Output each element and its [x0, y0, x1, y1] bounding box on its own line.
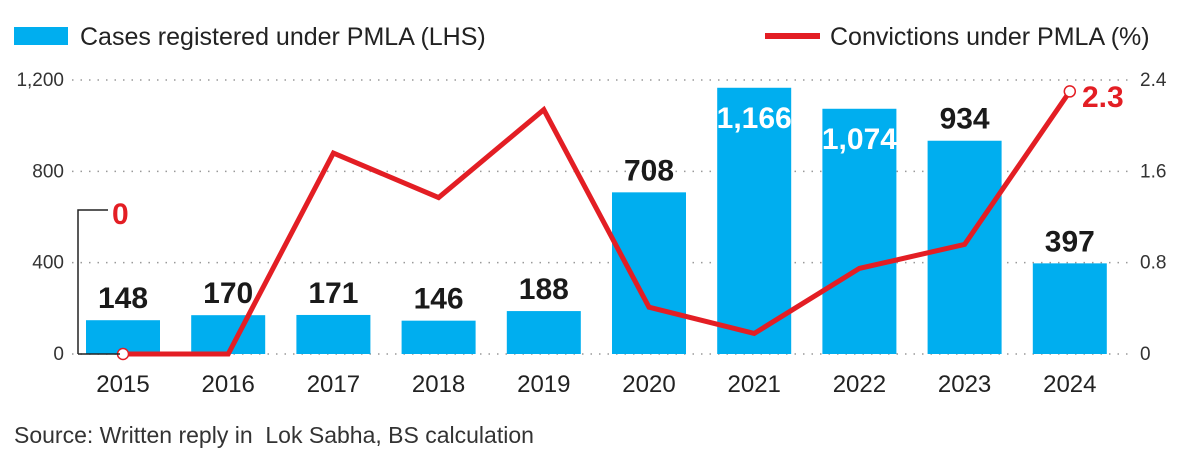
convictions-line [123, 90, 1072, 357]
labels: 148 2015 170 2016 171 2017 146 2018 188 2019 708 20… [77, 81, 1124, 398]
bar-value-label: 1,074 [822, 123, 897, 156]
bar-2020 [612, 192, 686, 354]
x-axis-tick: 2020 [622, 371, 675, 398]
left-axis-tick: 800 [32, 161, 64, 182]
x-axis-tick: 2015 [96, 371, 149, 398]
bar-2022 [822, 108, 897, 355]
left-axis-tick: 400 [32, 253, 64, 274]
x-axis-tick: 2016 [202, 371, 255, 398]
line-annotation-2024: 2.3 [1082, 81, 1124, 114]
line-annotation-2015: 0 [112, 198, 129, 231]
legend-label-cases: Cases registered under PMLA (LHS) [80, 23, 486, 51]
bar-value-label: 934 [940, 103, 990, 136]
annotation-bracket [77, 209, 108, 354]
left-axis-tick: 1,200 [16, 70, 64, 91]
bar-value-label: 148 [98, 282, 148, 315]
bar-2018 [401, 320, 476, 354]
x-axis-tick: 2019 [517, 371, 570, 398]
convictions-line-group [116, 85, 1077, 361]
x-axis-tick: 2022 [833, 371, 886, 398]
bar-2017 [296, 314, 371, 354]
legend-swatch-cases [14, 27, 68, 45]
bars [86, 87, 1107, 355]
x-axis-tick: 2023 [938, 371, 991, 398]
left-axis-tick: 0 [53, 344, 64, 365]
bar-2023 [927, 140, 1002, 354]
bar-2016 [191, 315, 266, 354]
bar-2019 [506, 311, 581, 354]
bar-value-label: 397 [1045, 225, 1095, 258]
line-point-2024 [1063, 85, 1077, 98]
bar-value-label: 170 [203, 277, 253, 310]
gridlines: 0 0 400 0.8 800 1.6 1,200 2.4 [16, 70, 1166, 365]
bar-value-label: 171 [308, 277, 358, 310]
bar-2024 [1032, 263, 1107, 354]
bar-2021 [717, 87, 792, 354]
right-axis-tick: 0 [1140, 344, 1151, 365]
right-axis-tick: 0.8 [1140, 253, 1166, 274]
bar-value-label: 146 [414, 283, 464, 316]
bar-value-label: 708 [624, 154, 674, 187]
right-axis-tick: 2.4 [1140, 70, 1167, 91]
legend-label-convictions: Convictions under PMLA (%) [830, 23, 1150, 51]
source-note: Source: Written reply in Lok Sabha, BS c… [14, 422, 534, 448]
x-axis-tick: 2021 [728, 371, 781, 398]
x-axis-tick: 2017 [307, 371, 360, 398]
bar-value-label: 188 [519, 273, 569, 306]
x-axis-tick: 2024 [1043, 371, 1096, 398]
right-axis-tick: 1.6 [1140, 161, 1166, 182]
bar-value-label: 1,166 [717, 102, 792, 135]
legend: Cases registered under PMLA (LHS) Convic… [14, 23, 1150, 51]
x-axis-tick: 2018 [412, 371, 465, 398]
